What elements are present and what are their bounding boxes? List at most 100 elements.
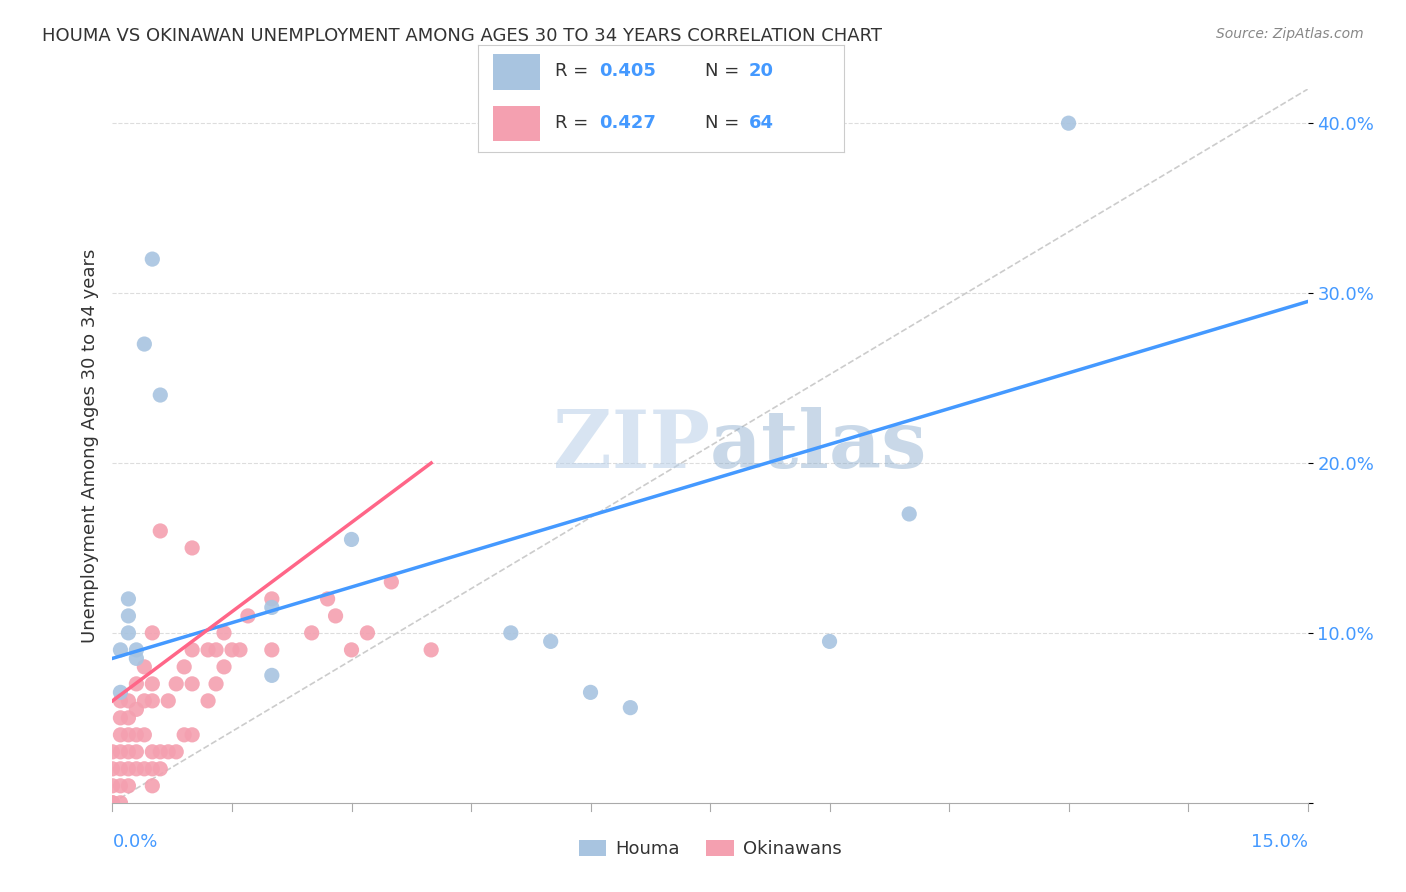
Point [212, 626, 235, 640]
Point [229, 643, 252, 657]
Point [141, 252, 163, 266]
Text: N =: N = [704, 114, 745, 132]
Point [110, 728, 132, 742]
Point [117, 728, 139, 742]
Point [165, 677, 187, 691]
Text: 15.0%: 15.0% [1250, 833, 1308, 851]
Point [380, 574, 402, 589]
Point [236, 608, 259, 623]
Point [110, 779, 132, 793]
Point [173, 660, 195, 674]
Point [197, 643, 219, 657]
Point [110, 745, 132, 759]
Point [818, 634, 841, 648]
Point [420, 643, 443, 657]
Point [141, 694, 163, 708]
Point [141, 745, 163, 759]
Point [619, 700, 641, 714]
Point [101, 796, 124, 810]
Point [181, 541, 204, 555]
Text: 0.405: 0.405 [599, 62, 655, 80]
Point [181, 643, 204, 657]
Point [125, 728, 148, 742]
Point [117, 591, 139, 606]
Text: atlas: atlas [710, 407, 928, 485]
Point [125, 762, 148, 776]
Point [125, 643, 148, 657]
Point [117, 779, 139, 793]
Y-axis label: Unemployment Among Ages 30 to 34 years: Unemployment Among Ages 30 to 34 years [80, 249, 98, 643]
Point [134, 728, 156, 742]
Point [125, 745, 148, 759]
Point [197, 694, 219, 708]
Text: HOUMA VS OKINAWAN UNEMPLOYMENT AMONG AGES 30 TO 34 YEARS CORRELATION CHART: HOUMA VS OKINAWAN UNEMPLOYMENT AMONG AGE… [42, 27, 882, 45]
Point [141, 626, 163, 640]
Point [110, 796, 132, 810]
Point [134, 762, 156, 776]
Point [117, 711, 139, 725]
Point [898, 507, 921, 521]
Point [579, 685, 602, 699]
Point [260, 643, 283, 657]
Point [205, 677, 228, 691]
Point [173, 728, 195, 742]
Point [340, 533, 363, 547]
Point [149, 524, 172, 538]
Point [117, 762, 139, 776]
Point [117, 608, 139, 623]
Point [356, 626, 378, 640]
Text: R =: R = [555, 62, 593, 80]
Text: 20: 20 [748, 62, 773, 80]
Point [141, 677, 163, 691]
Text: 64: 64 [748, 114, 773, 132]
Point [316, 591, 339, 606]
Point [260, 600, 283, 615]
Point [301, 626, 323, 640]
Point [212, 660, 235, 674]
Point [110, 643, 132, 657]
Point [117, 694, 139, 708]
Point [134, 337, 156, 351]
Point [110, 685, 132, 699]
Point [134, 694, 156, 708]
Point [157, 745, 180, 759]
Point [181, 677, 204, 691]
Point [1057, 116, 1080, 130]
Text: Source: ZipAtlas.com: Source: ZipAtlas.com [1216, 27, 1364, 41]
Text: ZIP: ZIP [553, 407, 710, 485]
Point [325, 608, 347, 623]
Point [101, 796, 124, 810]
Point [101, 745, 124, 759]
Point [181, 728, 204, 742]
Point [260, 591, 283, 606]
Point [141, 762, 163, 776]
Text: 0.0%: 0.0% [112, 833, 157, 851]
Point [165, 745, 187, 759]
Point [110, 762, 132, 776]
Point [221, 643, 243, 657]
Point [117, 626, 139, 640]
Point [540, 634, 562, 648]
Text: N =: N = [704, 62, 745, 80]
FancyBboxPatch shape [492, 105, 540, 141]
Point [149, 745, 172, 759]
Point [141, 779, 163, 793]
Point [125, 677, 148, 691]
Point [149, 388, 172, 402]
Point [125, 702, 148, 716]
Point [149, 762, 172, 776]
Legend: Houma, Okinawans: Houma, Okinawans [571, 832, 849, 865]
Point [260, 668, 283, 682]
Point [134, 660, 156, 674]
Point [110, 711, 132, 725]
Point [499, 626, 522, 640]
Point [125, 651, 148, 665]
Point [110, 694, 132, 708]
Text: R =: R = [555, 114, 593, 132]
Point [101, 762, 124, 776]
Point [205, 643, 228, 657]
FancyBboxPatch shape [492, 54, 540, 89]
Point [157, 694, 180, 708]
Point [117, 745, 139, 759]
Point [101, 779, 124, 793]
